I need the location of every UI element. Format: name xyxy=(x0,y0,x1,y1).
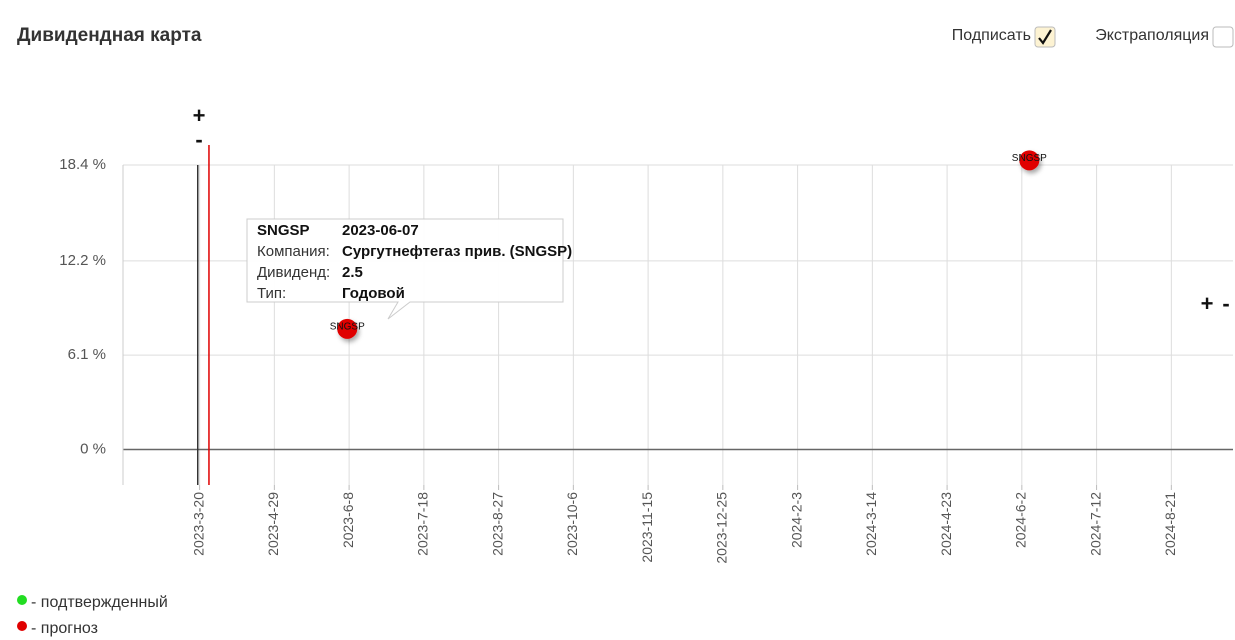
tooltip-ticker: SNGSP xyxy=(257,222,310,239)
zoom-in[interactable]: + xyxy=(1201,291,1214,316)
option-label[interactable]: Подписать xyxy=(952,27,1031,44)
zoom-out[interactable]: - xyxy=(1222,291,1229,316)
legend-label: - прогноз xyxy=(31,620,98,637)
x-tick-label: 2023-8-27 xyxy=(489,492,505,556)
legend-dot xyxy=(17,621,27,631)
x-tick-label: 2024-4-23 xyxy=(938,492,954,556)
tooltip-value: 2.5 xyxy=(342,264,363,281)
point[interactable] xyxy=(1019,150,1040,171)
page-title: Дивидендная карта xyxy=(17,25,202,46)
point-label: SNGSP xyxy=(1012,153,1047,164)
zoom-in[interactable]: + xyxy=(193,103,206,128)
checkmark xyxy=(1038,29,1052,45)
y-tick-label: 6.1 % xyxy=(68,346,106,363)
x-tick-label: 2024-8-21 xyxy=(1162,492,1178,556)
x-tick-label: 2023-11-15 xyxy=(639,492,655,563)
x-tick-label: 2023-6-8 xyxy=(340,492,356,548)
y-tick-label: 12.2 % xyxy=(59,252,106,269)
x-tick-label: 2024-6-2 xyxy=(1013,492,1029,548)
tooltip-key: Дивиденд: xyxy=(257,264,330,281)
tooltip-value: Годовой xyxy=(342,285,405,302)
point[interactable] xyxy=(337,318,358,339)
tooltip-date: 2023-06-07 xyxy=(342,222,419,239)
option-label[interactable]: Экстраполяция xyxy=(1095,27,1209,44)
x-tick-label: 2023-7-18 xyxy=(415,492,431,556)
checkbox[interactable] xyxy=(1212,26,1234,48)
zoom-out[interactable]: - xyxy=(195,127,202,152)
tooltip-key: Компания: xyxy=(257,243,330,260)
point-label: SNGSP xyxy=(330,322,365,333)
checkbox[interactable] xyxy=(1034,26,1056,48)
tooltip-value: Сургутнефтегаз прив. (SNGSP) xyxy=(342,243,572,260)
x-tick-label: 2023-12-25 xyxy=(714,492,730,564)
x-tick-label: 2023-10-6 xyxy=(564,492,580,556)
legend-dot xyxy=(17,595,27,605)
y-tick-label: 0 % xyxy=(80,440,106,457)
tooltip-box xyxy=(246,218,564,320)
y-tick-label: 18.4 % xyxy=(59,156,106,173)
tooltip-key: Тип: xyxy=(257,285,286,302)
x-tick-label: 2023-4-29 xyxy=(265,492,281,556)
legend-label: - подтвержденный xyxy=(31,594,168,611)
x-tick-label: 2023-3-20 xyxy=(190,492,206,556)
x-tick-label: 2024-7-12 xyxy=(1087,492,1103,556)
x-tick-label: 2024-2-3 xyxy=(788,492,804,548)
x-tick-label: 2024-3-14 xyxy=(863,492,879,556)
